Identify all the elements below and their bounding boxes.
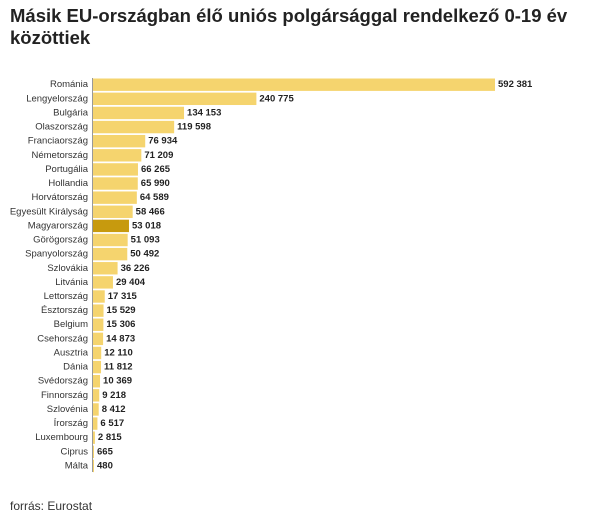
bar (93, 149, 142, 162)
bar (93, 205, 133, 218)
bar (93, 360, 102, 374)
bar (93, 233, 128, 247)
value-label: 50 492 (130, 249, 159, 260)
category-label: Belgium (54, 319, 88, 330)
value-label: 58 466 (136, 206, 165, 217)
category-label: Románia (50, 79, 89, 90)
chart-title: Másik EU-országban élő uniós polgárságga… (10, 5, 568, 48)
value-label: 51 093 (131, 235, 160, 246)
bar (93, 318, 104, 331)
value-label: 12 110 (104, 347, 133, 358)
bar (93, 163, 138, 176)
value-label: 14 873 (106, 333, 135, 344)
bar (93, 106, 185, 120)
category-label: Litvánia (55, 277, 88, 288)
value-label: 8 412 (102, 404, 126, 415)
bar (93, 247, 128, 261)
value-label: 240 775 (259, 93, 294, 104)
value-label: 36 226 (121, 263, 150, 274)
bar (93, 375, 101, 388)
value-label: 29 404 (116, 277, 146, 288)
value-label: 592 381 (498, 79, 533, 90)
value-label: 64 589 (140, 192, 169, 203)
category-label: Málta (65, 460, 89, 471)
category-label: Ciprus (61, 446, 89, 457)
category-label: Olaszország (35, 122, 88, 133)
category-label: Portugália (45, 164, 88, 175)
category-label: Spanyolország (25, 249, 88, 260)
category-label: Svédország (38, 376, 88, 387)
value-label: 134 153 (187, 107, 221, 118)
bar (93, 459, 94, 473)
bar (93, 120, 175, 134)
bar (93, 177, 138, 190)
bar (93, 389, 100, 402)
bar (93, 290, 105, 303)
bar (93, 262, 118, 275)
value-label: 2 815 (98, 432, 122, 443)
value-label: 15 306 (106, 319, 135, 330)
value-label: 53 018 (132, 220, 161, 231)
bar (93, 304, 104, 317)
value-label: 665 (97, 446, 114, 457)
bar (93, 276, 113, 289)
bar (93, 417, 98, 430)
value-label: 65 990 (141, 178, 170, 189)
bar (93, 191, 137, 204)
category-label: Ausztria (54, 347, 89, 358)
value-label: 119 598 (177, 122, 211, 133)
bar (93, 78, 495, 91)
bar (93, 134, 146, 148)
value-label: 76 934 (148, 136, 178, 147)
category-label: Görögország (33, 235, 88, 246)
category-label: Szlovénia (47, 404, 89, 415)
category-label: Németország (32, 150, 89, 161)
category-label: Magyarország (28, 220, 88, 231)
value-label: 66 265 (141, 164, 171, 175)
category-label: Lettország (44, 291, 88, 302)
bar (93, 332, 104, 346)
bar (93, 346, 102, 360)
value-label: 9 218 (102, 390, 126, 401)
bar (93, 92, 257, 106)
value-label: 6 517 (100, 418, 124, 429)
category-label: Franciaország (28, 136, 88, 147)
value-label: 17 315 (108, 291, 138, 302)
source-note: forrás: Eurostat (10, 499, 93, 513)
bar (93, 403, 99, 416)
bar (93, 431, 95, 444)
value-label: 11 812 (104, 362, 133, 373)
category-label: Horvátország (32, 192, 89, 203)
category-label: Bulgária (53, 107, 89, 118)
category-label: Egyesült Királyság (10, 206, 88, 217)
category-label: Írország (54, 418, 88, 429)
bar (93, 219, 129, 233)
value-label: 10 369 (103, 376, 132, 387)
category-label: Luxembourg (35, 432, 88, 443)
value-label: 15 529 (107, 305, 136, 316)
value-label: 71 209 (144, 150, 173, 161)
category-label: Észtország (41, 305, 88, 316)
category-label: Szlovákia (47, 263, 88, 274)
category-label: Hollandia (48, 178, 88, 189)
category-label: Finnország (41, 390, 88, 401)
category-label: Dánia (63, 362, 89, 373)
category-label: Lengyelország (26, 93, 88, 104)
bar (93, 445, 94, 459)
category-label: Csehország (37, 333, 88, 344)
value-label: 480 (97, 460, 113, 471)
